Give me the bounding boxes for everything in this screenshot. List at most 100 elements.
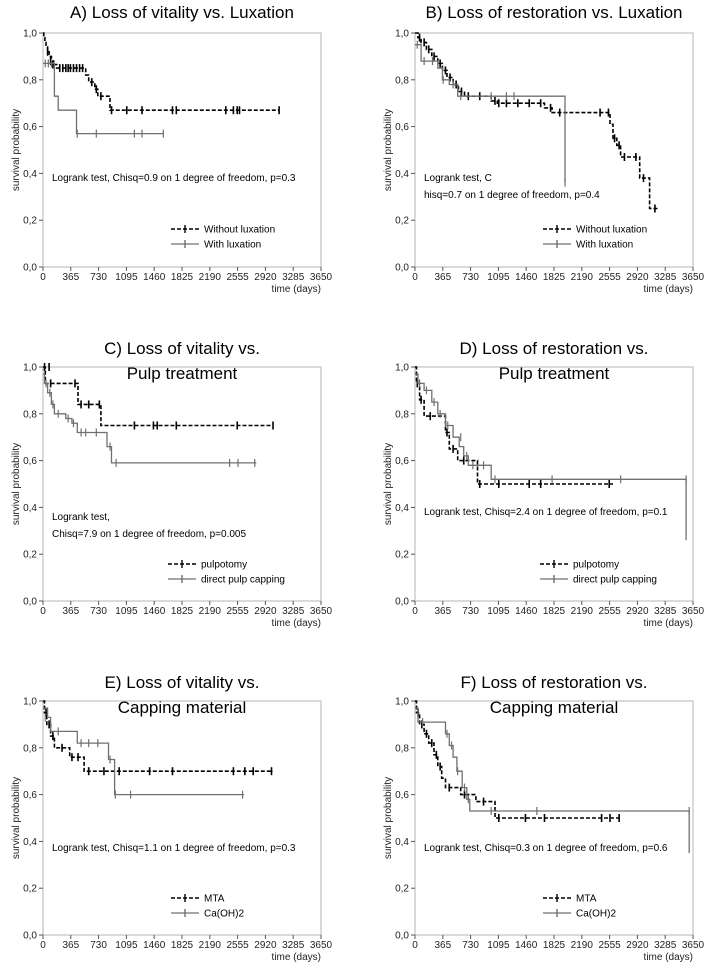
x-tick-label: 2190 [199, 272, 222, 283]
x-tick-label: 1460 [515, 272, 538, 283]
legend-label: pulpotomy [573, 560, 619, 571]
x-tick-label: 1095 [115, 272, 138, 283]
panel-title: D) Loss of restoration vs. [460, 339, 649, 358]
x-tick-label: 3650 [310, 606, 333, 617]
logrank-annotation: Logrank test, C [424, 173, 492, 184]
plot-area-frame [42, 32, 322, 268]
x-tick-label: 1095 [487, 606, 510, 617]
x-axis-label: time (days) [644, 952, 693, 963]
x-tick-label: 2920 [254, 272, 277, 283]
y-tick-label: 0,8 [395, 75, 409, 86]
x-tick-label: 3285 [654, 940, 677, 951]
legend-label: MTA [204, 894, 225, 905]
logrank-annotation: Logrank test, [52, 512, 110, 523]
y-tick-label: 0,4 [395, 169, 409, 180]
x-tick-label: 365 [62, 606, 79, 617]
y-tick-label: 1,0 [395, 363, 409, 374]
y-tick-label: 0,0 [23, 931, 37, 942]
legend: pulpotomy direct pulp capping [540, 560, 657, 586]
x-tick-label: 1825 [543, 940, 566, 951]
x-tick-label: 1460 [143, 940, 166, 951]
y-tick-label: 1,0 [395, 697, 409, 708]
survival-curve [415, 707, 690, 854]
x-tick-label: 1460 [143, 606, 166, 617]
km-panel-3: D) Loss of restoration vs. Pulp treatment… [383, 339, 705, 629]
x-tick-label: 365 [434, 606, 451, 617]
y-tick-label: 0,2 [395, 550, 409, 561]
legend: MTA Ca(OH)2 [171, 894, 244, 920]
y-tick-label: 0,0 [395, 597, 409, 608]
x-tick-label: 0 [412, 940, 418, 951]
series-0 [43, 700, 273, 776]
x-tick-label: 2920 [626, 940, 649, 951]
y-tick-label: 0,0 [23, 597, 37, 608]
legend-label: direct pulp capping [573, 575, 657, 586]
x-axis-label: time (days) [272, 618, 321, 629]
x-tick-label: 3650 [682, 940, 705, 951]
x-tick-label: 730 [462, 606, 479, 617]
legend: pulpotomy direct pulp capping [168, 560, 285, 586]
legend-label: direct pulp capping [201, 575, 285, 586]
y-tick-label: 0,4 [395, 837, 409, 848]
x-tick-label: 730 [90, 272, 107, 283]
x-tick-label: 0 [40, 606, 46, 617]
legend: Without luxation With luxation [171, 225, 275, 251]
panel-title: A) Loss of vitality vs. Luxation [70, 3, 294, 22]
legend-label: Ca(OH)2 [576, 909, 616, 920]
survival-curve [415, 700, 620, 819]
legend: Without luxation With luxation [543, 225, 647, 251]
y-axis-label: survival probability [383, 109, 394, 191]
x-tick-label: 1825 [171, 606, 194, 617]
legend-label: With luxation [204, 240, 261, 251]
y-tick-label: 0,8 [395, 743, 409, 754]
y-tick-label: 0,6 [395, 790, 409, 801]
survival-curve [43, 62, 164, 135]
survival-curve [43, 32, 280, 111]
survival-curve [415, 373, 687, 541]
series-1 [415, 373, 687, 541]
y-axis-label: survival probability [383, 777, 394, 859]
x-tick-label: 730 [90, 940, 107, 951]
series-1 [415, 40, 566, 187]
legend-label: Without luxation [576, 225, 647, 236]
y-tick-label: 0,6 [395, 456, 409, 467]
y-tick-label: 0,6 [23, 456, 37, 467]
x-tick-label: 2920 [626, 606, 649, 617]
km-panel-4: E) Loss of vitality vs. Capping material 0… [11, 673, 333, 963]
y-axis-label: survival probability [11, 109, 22, 191]
x-tick-label: 1095 [487, 272, 510, 283]
y-tick-label: 0,0 [395, 263, 409, 274]
panel-title: Pulp treatment [499, 364, 610, 383]
logrank-annotation: Logrank test, Chisq=0.3 on 1 degree of f… [424, 843, 668, 854]
legend-label: Ca(OH)2 [204, 909, 244, 920]
y-tick-label: 0,2 [23, 884, 37, 895]
km-panel-5: F) Loss of restoration vs. Capping materi… [383, 673, 705, 963]
x-tick-label: 2190 [199, 940, 222, 951]
series-1 [43, 59, 164, 138]
y-tick-label: 0,8 [23, 743, 37, 754]
plot-area-frame [42, 700, 322, 936]
survival-curve [415, 44, 566, 183]
series-1 [415, 707, 690, 854]
x-tick-label: 2555 [598, 272, 621, 283]
y-tick-label: 1,0 [395, 29, 409, 40]
panel-title: E) Loss of vitality vs. [105, 673, 260, 692]
legend: MTA Ca(OH)2 [543, 894, 616, 920]
x-tick-label: 2190 [571, 606, 594, 617]
x-axis-label: time (days) [644, 284, 693, 295]
survival-curve [43, 366, 273, 427]
y-axis-label: survival probability [11, 777, 22, 859]
y-tick-label: 0,4 [23, 837, 37, 848]
legend-label: With luxation [576, 240, 633, 251]
panel-title: Capping material [490, 698, 619, 717]
x-tick-label: 1460 [515, 940, 538, 951]
x-tick-label: 2920 [626, 272, 649, 283]
y-tick-label: 1,0 [23, 29, 37, 40]
series-0 [415, 32, 659, 213]
y-tick-label: 0,2 [395, 884, 409, 895]
x-tick-label: 2190 [571, 272, 594, 283]
x-axis-label: time (days) [272, 284, 321, 295]
series-0 [43, 32, 280, 115]
x-tick-label: 3650 [682, 606, 705, 617]
x-tick-label: 2555 [598, 606, 621, 617]
